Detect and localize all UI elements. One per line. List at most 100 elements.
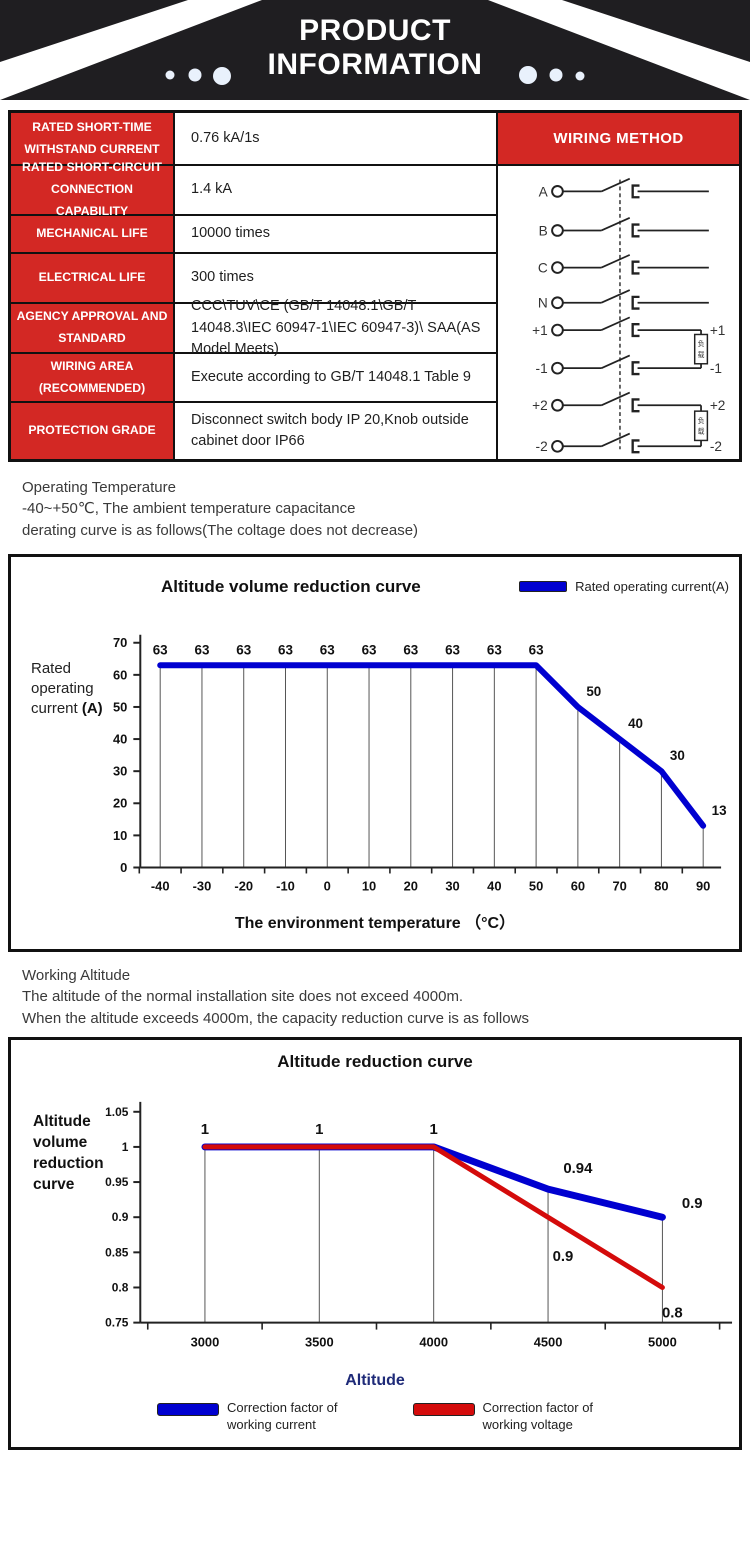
legend-swatch-blue (519, 581, 568, 593)
y-tick-label: 50 (113, 699, 127, 714)
spec-row-label: ELECTRICAL LIFE (11, 254, 175, 304)
chart1-x-axis-label: The environment temperature （°C） (234, 915, 516, 933)
x-tick-label: -30 (193, 878, 212, 893)
data-label: 63 (362, 642, 377, 657)
chart2-x-axis-label: Altitude (345, 1372, 405, 1390)
spec-row-label: AGENCY APPROVAL AND STANDARD (11, 304, 175, 354)
note-line: When the altitude exceeds 4000m, the cap… (22, 1009, 529, 1027)
x-tick-label: 60 (571, 878, 585, 893)
x-tick-label: 80 (654, 878, 668, 893)
chart1-header: Altitude volume reduction curve Rated op… (11, 557, 739, 597)
note-line: Operating Temperature (22, 479, 176, 496)
decor-dots-left (165, 67, 231, 85)
spec-table: WIRING METHOD A B C N +1 +1 -1 -1 +2 +2 -2 -2 负载负载 R… (8, 110, 742, 462)
y-tick-label: 1 (122, 1140, 129, 1154)
x-tick-label: 5000 (648, 1335, 677, 1350)
y-axis-label-text: Rated operating current (31, 659, 94, 718)
spec-row-value: 300 times (175, 254, 498, 304)
wiring-method-header: WIRING METHOD (498, 113, 739, 166)
data-label: 50 (586, 684, 601, 699)
legend-label-line: Correction factor of (482, 1400, 594, 1416)
x-tick-label: -20 (234, 878, 253, 893)
terminal-circle (550, 224, 564, 237)
x-tick-label: 50 (529, 878, 543, 893)
terminal-label-left: N (537, 296, 547, 311)
altitude-reduction-chart: Altitude reduction curve Altitude volume… (8, 1037, 742, 1450)
diagonal-stripe-right (488, 0, 750, 100)
spec-row-value: CCC\TUV\CE (GB/T 14048.1\GB/T 14048.3\IE… (175, 298, 498, 357)
legend-item-current: Correction factor of working current (156, 1400, 338, 1433)
x-tick-label: 70 (612, 878, 626, 893)
note-line: -40~+50℃, The ambient temperature capaci… (22, 500, 356, 518)
decor-dots-right (519, 66, 585, 84)
contact-hook (631, 260, 640, 275)
terminal-label-left: +1 (532, 323, 548, 338)
contact-hook (631, 295, 640, 310)
note-line: The altitude of the normal installation … (22, 988, 464, 1006)
spec-row-label: RATED SHORT-TIME WITHSTAND CURRENT (11, 113, 175, 166)
data-label: 63 (320, 642, 335, 657)
x-tick-label: 4000 (419, 1335, 448, 1350)
series-line-current (157, 662, 707, 829)
load-label: 载 (697, 350, 704, 359)
data-label: 0.9 (553, 1249, 574, 1265)
legend-label: Rated operating current(A) (575, 579, 729, 595)
contact-hook (631, 361, 640, 376)
chart1-plot: 0 10 20 30 40 50 60 70 -40 -30 -20 -10 0 10 20 30 40 50 60… (113, 634, 727, 893)
y-axis-label-unit: (A) (81, 700, 103, 718)
spec-table-wrap: WIRING METHOD A B C N +1 +1 -1 -1 +2 +2 -2 -2 负载负载 R… (8, 110, 742, 462)
data-label: 63 (153, 642, 168, 657)
x-tick-label: 30 (445, 878, 459, 893)
spec-row-value: 0.76 kA/1s (175, 113, 498, 166)
spec-row-label: PROTECTION GRADE (11, 403, 175, 459)
data-label: 63 (529, 642, 544, 657)
x-tick-label: -40 (151, 878, 170, 893)
note-operating-temperature: Operating Temperature -40~+50℃, The ambi… (0, 477, 750, 541)
terminal-circle (550, 185, 564, 198)
load-box (693, 333, 708, 365)
terminal-label-right: -2 (709, 439, 721, 454)
y-tick-label: 20 (113, 796, 127, 811)
load-box (693, 410, 708, 442)
terminal-circle (550, 398, 564, 412)
y-tick-label: 0.8 (112, 1281, 129, 1295)
header-decor (0, 0, 750, 100)
y-tick-label: 40 (113, 731, 127, 746)
spec-row-label: MECHANICAL LIFE (11, 216, 175, 254)
page-title-line2: INFORMATION (267, 47, 483, 81)
legend-label: Correction factor of working voltage (483, 1400, 594, 1433)
switch-blade (600, 254, 630, 269)
legend-swatch-red (412, 1403, 475, 1417)
terminal-circle (550, 296, 564, 310)
contact-hook (631, 398, 640, 413)
switch-blade (600, 216, 630, 232)
chart1-title: Altitude volume reduction curve (161, 576, 421, 596)
chart1-y-axis-label: Rated operating current (A) (31, 659, 131, 720)
x-tick-label: -10 (276, 878, 295, 893)
terminal-label-right: +1 (709, 323, 725, 338)
legend-item-voltage: Correction factor of working voltage (412, 1400, 594, 1433)
data-label: 63 (236, 642, 251, 657)
y-tick-label: 0 (120, 860, 127, 875)
data-label: 63 (487, 642, 502, 657)
wiring-diagram-cell: A B C N +1 +1 -1 -1 +2 +2 -2 -2 负载负载 (498, 166, 739, 459)
x-tick-label: 10 (362, 878, 376, 893)
legend-label-line: working current (226, 1416, 316, 1432)
spec-row-value: Execute according to GB/T 14048.1 Table … (175, 354, 498, 403)
load-label: 负 (697, 339, 704, 348)
page-title: PRODUCT INFORMATION (0, 14, 750, 81)
data-label: 63 (194, 642, 209, 657)
x-tick-label: 40 (487, 878, 501, 893)
header-banner: PRODUCT INFORMATION (0, 0, 750, 100)
spec-row-label: RATED SHORT-CIRCUIT CONNECTION CAPABILIT… (11, 160, 175, 218)
switch-blade (600, 289, 630, 304)
terminal-label-left: A (538, 184, 548, 199)
contact-hook (631, 323, 640, 338)
terminal-circle (550, 439, 564, 453)
terminal-label-left: C (537, 260, 547, 275)
data-label: 0.8 (662, 1305, 683, 1321)
x-tick-label: 4500 (534, 1335, 563, 1350)
note-line: derating curve is as follows(The coltage… (22, 521, 419, 539)
x-tick-label: 3500 (305, 1335, 334, 1350)
load-label: 负 (697, 416, 704, 425)
